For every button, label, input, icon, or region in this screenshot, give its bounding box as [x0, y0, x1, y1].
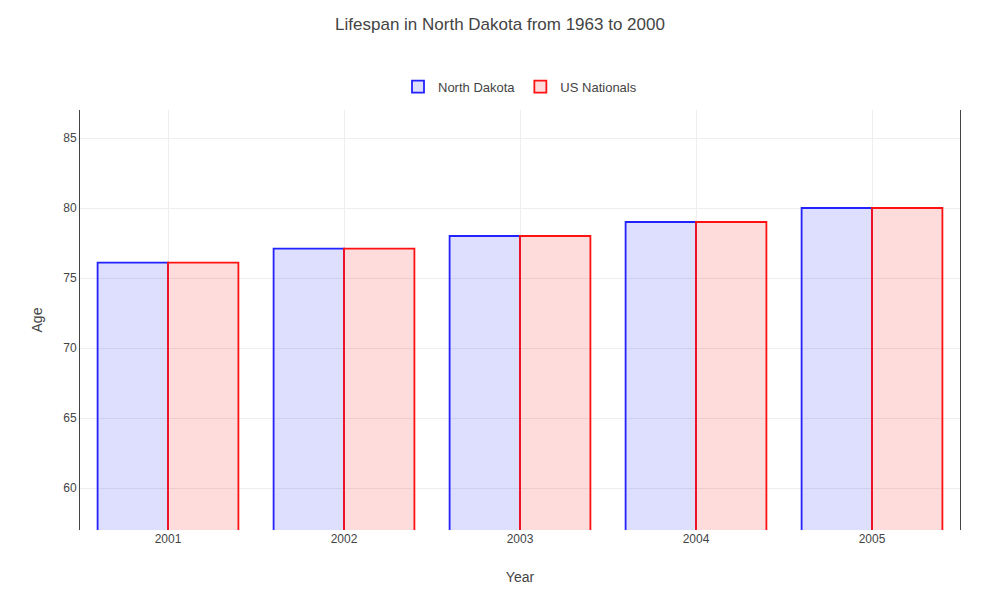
- svg-text:85: 85: [63, 131, 77, 145]
- svg-text:65: 65: [63, 411, 77, 425]
- svg-text:2003: 2003: [507, 532, 534, 546]
- svg-text:75: 75: [63, 271, 77, 285]
- svg-text:Lifespan in North Dakota from: Lifespan in North Dakota from 1963 to 20…: [335, 15, 665, 34]
- svg-text:70: 70: [63, 341, 77, 355]
- svg-text:Age: Age: [29, 307, 45, 332]
- svg-text:Year: Year: [506, 569, 535, 585]
- svg-text:2002: 2002: [331, 532, 358, 546]
- svg-text:North Dakota: North Dakota: [438, 80, 515, 95]
- svg-text:2004: 2004: [683, 532, 710, 546]
- svg-text:2001: 2001: [155, 532, 182, 546]
- svg-text:80: 80: [63, 201, 77, 215]
- svg-text:US Nationals: US Nationals: [560, 80, 636, 95]
- svg-text:2005: 2005: [859, 532, 886, 546]
- svg-text:60: 60: [63, 481, 77, 495]
